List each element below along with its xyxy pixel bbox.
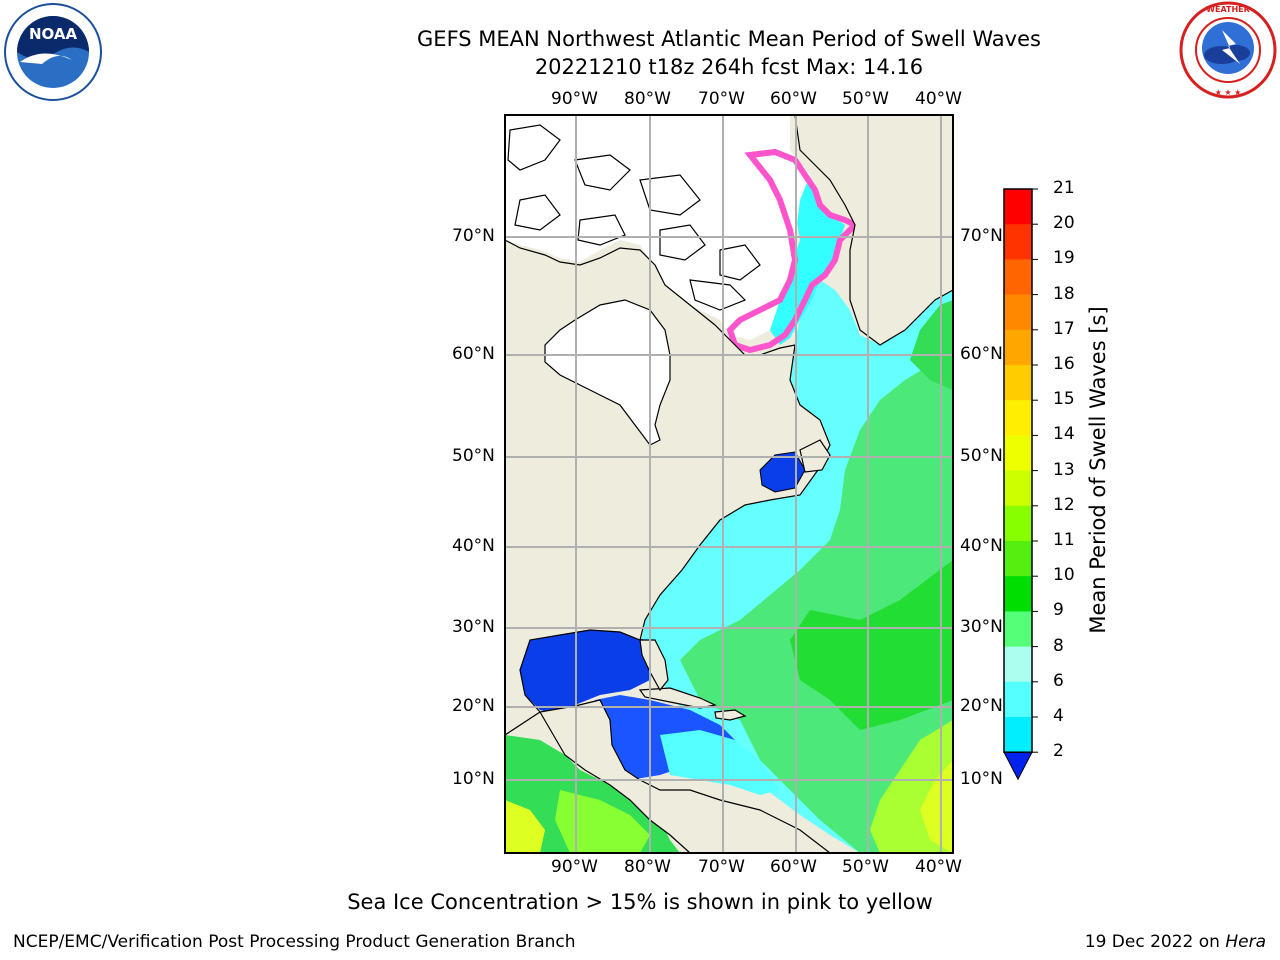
pacific-swell-12s	[555, 790, 650, 853]
colorbar-tick-label: 13	[1053, 459, 1075, 480]
colorbar-segment	[1004, 717, 1032, 753]
colorbar-segment	[1004, 611, 1032, 648]
colorbar-tick-label: 17	[1053, 318, 1075, 339]
map-frame	[504, 114, 954, 854]
lon-label-top-50w: 50°W	[842, 89, 889, 109]
colorbar-segment	[1004, 329, 1032, 366]
lon-label-bottom-70w: 70°W	[698, 857, 745, 877]
colorbar-title: Mean Period of Swell Waves [s]	[1086, 306, 1110, 634]
lon-label-bottom-90w: 90°W	[551, 857, 598, 877]
baffin-swell	[770, 160, 845, 345]
colorbar-segment	[1004, 294, 1032, 331]
lat-label-left-40n: 40°N	[452, 536, 495, 556]
lat-label-left-30n: 30°N	[452, 617, 495, 637]
colorbar-tick-label: 6	[1053, 670, 1064, 691]
central-america-land	[539, 699, 831, 853]
ocean-swell-11s-south	[790, 560, 953, 730]
svg-text:★ ★ ★: ★ ★ ★	[1215, 88, 1242, 97]
colorbar-tick-label: 21	[1053, 178, 1075, 198]
colorbar-tick-label: 18	[1053, 283, 1075, 304]
lat-label-right-20n: 20°N	[960, 696, 1003, 716]
colorbar-segment	[1004, 224, 1032, 260]
chart-subtitle: 20221210 t18z 264h fcst Max: 14.16	[534, 55, 924, 79]
colorbar-tick-label: 9	[1053, 600, 1064, 621]
lat-label-right-70n: 70°N	[960, 226, 1003, 246]
lat-label-right-40n: 40°N	[960, 536, 1003, 556]
colorbar-segment	[1004, 646, 1032, 683]
lat-label-left-60n: 60°N	[452, 344, 495, 364]
caribbean-swell-east	[660, 730, 780, 795]
lon-label-top-40w: 40°W	[915, 89, 962, 109]
lat-label-right-30n: 30°N	[960, 617, 1003, 637]
colorbar-tick-label: 16	[1053, 354, 1075, 374]
lat-label-left-20n: 20°N	[452, 696, 495, 716]
colorbar-tick-label: 11	[1053, 530, 1075, 550]
footer-host: Hera	[1225, 932, 1266, 952]
svg-text:WEATHER: WEATHER	[1206, 5, 1250, 14]
colorbar-tick-label: 8	[1053, 635, 1064, 656]
nws-logo: WEATHER ★ ★ ★	[1179, 1, 1277, 99]
noaa-logo-text: NOAA	[29, 25, 78, 43]
colorbar-segment	[1004, 400, 1032, 436]
colorbar-segment	[1004, 681, 1032, 718]
colorbar-tick-label: 15	[1053, 389, 1075, 410]
colorbar-extend-arrow	[1003, 751, 1033, 781]
footer-date-text: 19 Dec 2022 on	[1084, 932, 1226, 952]
colorbar-segment	[1004, 505, 1032, 542]
colorbar-segment	[1004, 189, 1032, 225]
graticule	[505, 115, 953, 853]
lon-label-bottom-50w: 50°W	[842, 857, 889, 877]
lat-label-right-10n: 10°N	[960, 769, 1003, 789]
lon-label-top-60w: 60°W	[770, 89, 817, 109]
colorbar-segment	[1004, 541, 1032, 577]
colorbar-tick-label: 14	[1053, 424, 1075, 445]
colorbar-tick-label: 2	[1053, 741, 1064, 762]
noaa-logo: NOAA	[4, 3, 102, 101]
colorbar-segment	[1004, 259, 1032, 296]
lon-label-bottom-80w: 80°W	[624, 857, 671, 877]
sea-ice-caption: Sea Ice Concentration > 15% is shown in …	[347, 890, 933, 914]
florida-land	[639, 639, 669, 692]
arctic-islands	[507, 124, 761, 311]
colorbar-tick-label: 20	[1053, 213, 1075, 234]
lon-label-top-90w: 90°W	[551, 89, 598, 109]
footer-credit: NCEP/EMC/Verification Post Processing Pr…	[13, 932, 576, 952]
colorbar-tick-label: 4	[1053, 706, 1064, 726]
lat-label-right-60n: 60°N	[960, 344, 1003, 364]
lat-label-right-50n: 50°N	[960, 446, 1003, 466]
arctic-ice	[505, 115, 810, 340]
colorbar-tick-label: 10	[1053, 565, 1075, 586]
lat-label-left-10n: 10°N	[452, 769, 495, 789]
colorbar-segment	[1004, 365, 1032, 401]
pacific-swell-13s	[505, 800, 545, 853]
lon-label-bottom-40w: 40°W	[915, 857, 962, 877]
colorbar-segment	[1004, 576, 1032, 612]
colorbar-segment	[1004, 435, 1032, 472]
lat-label-left-70n: 70°N	[452, 226, 495, 246]
lon-label-top-80w: 80°W	[624, 89, 671, 109]
lon-label-top-70w: 70°W	[698, 89, 745, 109]
gulf-of-mexico-swell	[520, 630, 655, 715]
ocean-swell-13s	[920, 760, 953, 853]
colorbar-segment	[1004, 470, 1032, 507]
colorbar-tick-label: 12	[1053, 494, 1075, 515]
chart-title: GEFS MEAN Northwest Atlantic Mean Period…	[417, 27, 1041, 51]
lon-label-bottom-60w: 60°W	[770, 857, 817, 877]
ocean-swell-11s	[910, 300, 953, 390]
ocean-swell-10s	[680, 350, 953, 853]
colorbar	[1003, 188, 1038, 781]
footer-date: 19 Dec 2022 on Hera	[1085, 932, 1266, 952]
colorbar-tick-label: 19	[1053, 248, 1075, 269]
lat-label-left-50n: 50°N	[452, 446, 495, 466]
